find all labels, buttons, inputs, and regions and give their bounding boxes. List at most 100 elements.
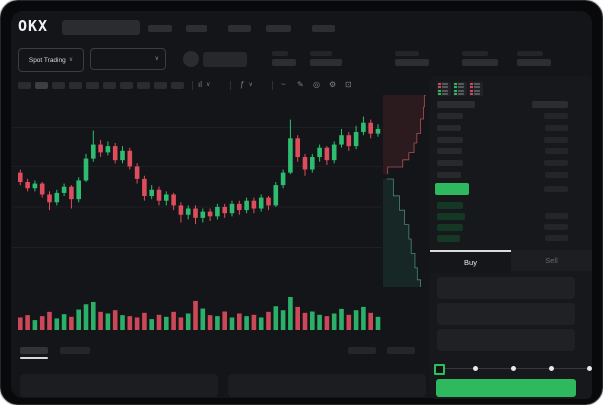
indicator-dropdown-glyph: ƒ [240,80,245,89]
toolbar-divider-2 [272,81,273,90]
chevron-down-icon: ∨ [154,56,159,62]
ask-row-amount-5[interactable] [545,172,568,178]
stat-value-3 [462,59,498,66]
nav-item-4[interactable] [312,25,335,32]
orders-tab-2[interactable] [348,347,376,354]
pair-name-placeholder [203,52,247,67]
orders-panel-0 [20,374,218,397]
chevron-down-icon: ∨ [206,82,211,88]
orders-tab-0[interactable] [20,347,48,354]
orderbook-mode-all[interactable] [437,82,451,96]
mode-icon-row [470,83,482,85]
ask-row-price-2[interactable] [437,137,463,143]
tab-sell[interactable]: Sell [511,250,592,271]
mode-icon-row [454,92,466,95]
slider-dot-2[interactable] [511,366,516,371]
stat-label-3 [462,51,488,56]
stat-value-2 [395,59,429,66]
timeframe-button-3[interactable] [69,82,82,89]
chevron-down-icon: ∨ [68,57,74,63]
bid-row-amount-3[interactable] [545,235,568,241]
timeframe-button-7[interactable] [137,82,150,89]
bid-row-price-0[interactable] [437,202,463,209]
fullscreen-icon[interactable]: ⊡ [345,80,352,89]
depth-chart[interactable] [383,95,430,335]
timeframe-button-2[interactable] [52,82,65,89]
spot-trading-label: Spot Trading [28,56,66,64]
stat-value-4 [517,59,551,66]
pair-selector-dropdown[interactable]: ∨ [90,48,166,70]
ask-row-amount-1[interactable] [545,125,568,131]
orderbook-header-price [437,101,475,108]
chart-type-dropdown[interactable]: ıl ∨ [198,80,226,90]
buy-submit-button[interactable] [436,379,576,397]
total-input[interactable] [437,329,575,351]
mode-icon-row [470,86,482,89]
ask-row-price-1[interactable] [437,125,461,131]
ask-row-amount-2[interactable] [544,137,568,143]
bid-row-price-2[interactable] [437,224,463,231]
ask-row-amount-0[interactable] [544,113,568,119]
nav-item-2[interactable] [228,25,251,32]
candlestick-chart[interactable] [12,100,382,335]
screenshot-icon[interactable]: ◎ [313,80,320,89]
stat-value-0 [272,59,296,66]
slider-dot-1[interactable] [473,366,478,371]
mode-icon-row [438,83,450,85]
bid-row-amount-1[interactable] [545,213,568,219]
toolbar-divider-1 [230,81,231,90]
ask-row-price-0[interactable] [437,113,463,119]
timeframe-button-9[interactable] [171,82,184,89]
orderbook-mode-asks[interactable] [469,82,483,96]
mode-icon-row [438,89,450,92]
okx-logo[interactable]: OKX [18,17,49,35]
ask-row-price-5[interactable] [437,172,461,178]
timeframe-button-6[interactable] [120,82,133,89]
slider-handle[interactable] [434,364,445,375]
mode-icon-row [470,89,482,92]
bid-row-amount-2[interactable] [544,224,568,230]
orderbook-mode-bids[interactable] [453,82,467,96]
timeframe-button-8[interactable] [154,82,167,89]
nav-item-0[interactable] [148,25,172,32]
timeframe-button-0[interactable] [18,82,31,89]
mode-icon-row [454,89,466,92]
timeframe-button-5[interactable] [103,82,116,89]
orders-panel-1 [228,374,426,397]
ask-row-amount-4[interactable] [544,160,568,166]
settings-icon[interactable]: ⚙ [329,80,337,89]
tab-buy[interactable]: Buy [430,250,511,273]
mode-icon-row [438,92,450,95]
orders-tab-1[interactable] [60,347,90,354]
toolbar-divider-0 [192,81,193,90]
ask-row-amount-3[interactable] [545,148,568,154]
stat-label-2 [395,51,419,56]
bid-row-price-3[interactable] [437,235,460,242]
bid-row-price-1[interactable] [437,213,465,220]
nav-item-3[interactable] [266,25,291,32]
stat-label-1 [310,51,332,56]
orders-tab-3[interactable] [387,347,415,354]
timeframe-button-4[interactable] [86,82,99,89]
last-price-bar[interactable] [435,183,469,195]
indicator-dropdown[interactable]: ƒ ∨ [240,80,268,90]
slider-dot-4[interactable] [587,366,592,371]
coin-avatar [183,51,199,67]
ask-row-price-4[interactable] [437,160,463,166]
timeframe-button-1[interactable] [35,82,48,89]
stat-value-1 [310,59,342,66]
search-input[interactable] [62,20,140,35]
price-input[interactable] [437,277,575,299]
stat-label-0 [272,51,288,56]
nav-item-1[interactable] [186,25,207,32]
draw-icon[interactable]: ✎ [297,80,304,89]
amount-input[interactable] [437,303,575,325]
last-price-amount [544,186,568,192]
line-tool-icon[interactable]: ~ [281,80,286,89]
orders-tab-underline [20,357,48,359]
ask-row-price-3[interactable] [437,148,462,154]
chart-type-dropdown-glyph: ıl [198,80,202,89]
slider-dot-3[interactable] [549,366,554,371]
spot-trading-dropdown[interactable]: Spot Trading ∨ [18,48,84,72]
